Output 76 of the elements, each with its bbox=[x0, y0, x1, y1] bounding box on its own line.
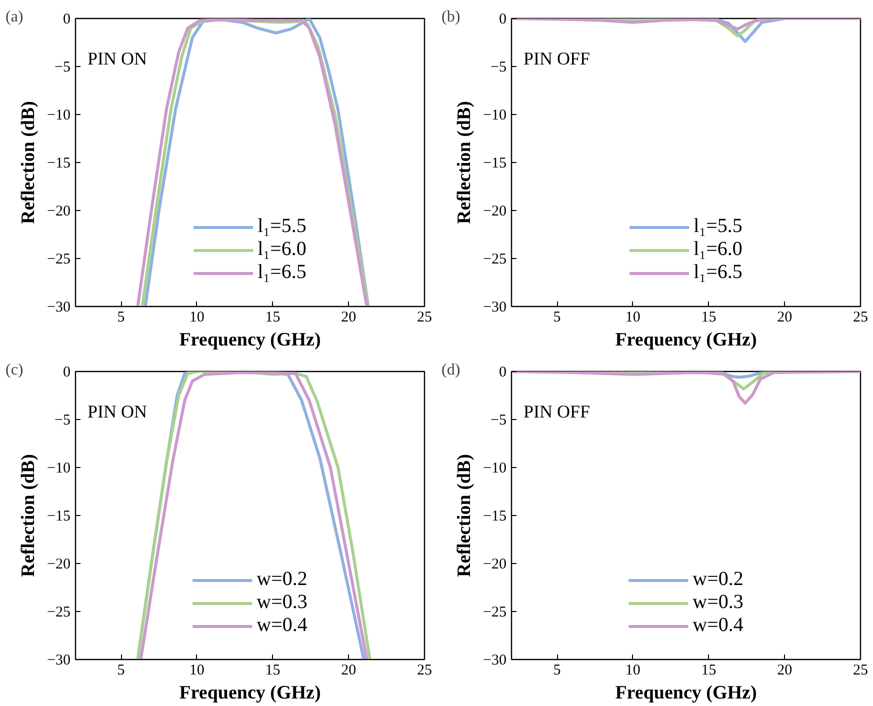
y-axis-title: Reflection (dB) bbox=[18, 101, 40, 224]
text: (b) bbox=[442, 8, 460, 26]
x-tick-label: 25 bbox=[417, 662, 432, 678]
y-tick-label: 0 bbox=[63, 364, 70, 380]
y-tick-label: −10 bbox=[47, 460, 71, 476]
y-tick-label: −5 bbox=[54, 412, 71, 428]
y-tick-label: −25 bbox=[47, 604, 71, 620]
y-tick-label: −30 bbox=[483, 300, 507, 316]
y-tick-label: 0 bbox=[499, 12, 506, 28]
x-tick-label: 15 bbox=[265, 662, 280, 678]
y-axis-title: Reflection (dB) bbox=[454, 454, 476, 577]
legend-label: w=0.4 bbox=[692, 614, 744, 637]
x-tick-label: 15 bbox=[265, 310, 280, 326]
y-tick-label: −15 bbox=[47, 156, 71, 172]
y-tick-label: −30 bbox=[483, 652, 507, 668]
x-tick-label: 10 bbox=[189, 310, 204, 326]
y-tick-label: −25 bbox=[483, 252, 507, 268]
annotation: PIN ON bbox=[88, 48, 148, 68]
y-tick-label: −25 bbox=[483, 604, 507, 620]
x-tick-label: 25 bbox=[853, 310, 868, 326]
y-tick-label: 0 bbox=[499, 364, 506, 380]
legend-label: w=0.2 bbox=[692, 568, 744, 591]
y-tick-label: −15 bbox=[47, 508, 71, 524]
y-axis-title: Reflection (dB) bbox=[454, 101, 476, 224]
x-axis-title: Frequency (GHz) bbox=[615, 682, 757, 704]
x-tick-label: 20 bbox=[341, 662, 356, 678]
legend-label: l₁=5.5 bbox=[258, 215, 306, 238]
y-tick-label: −20 bbox=[483, 204, 507, 220]
x-tick-label: 5 bbox=[117, 662, 125, 678]
y-tick-label: −5 bbox=[490, 412, 507, 428]
legend-label: w=0.2 bbox=[256, 568, 308, 591]
text: (c) bbox=[6, 362, 24, 378]
x-tick-label: 5 bbox=[553, 662, 561, 678]
y-tick-label: −20 bbox=[483, 556, 507, 572]
x-tick-label: 20 bbox=[777, 310, 792, 326]
x-tick-label: 15 bbox=[701, 310, 716, 326]
legend-label: l₁=5.5 bbox=[694, 215, 742, 238]
x-tick-label: 25 bbox=[417, 310, 432, 326]
y-tick-label: −20 bbox=[47, 556, 71, 572]
x-tick-label: 20 bbox=[777, 662, 792, 678]
y-tick-label: −15 bbox=[483, 508, 507, 524]
x-tick-label: 10 bbox=[625, 662, 640, 678]
legend-label: w=0.3 bbox=[256, 591, 308, 614]
legend-label: l₁=6.0 bbox=[694, 238, 742, 261]
x-tick-label: 25 bbox=[853, 662, 868, 678]
x-axis-title: Frequency (GHz) bbox=[615, 330, 757, 350]
x-tick-label: 5 bbox=[553, 310, 561, 326]
y-tick-label: 0 bbox=[63, 12, 70, 28]
y-tick-label: −30 bbox=[47, 652, 71, 668]
y-tick-label: −10 bbox=[483, 460, 507, 476]
legend-label: l₁=6.5 bbox=[694, 261, 742, 284]
text: (a) bbox=[6, 8, 24, 26]
y-axis-title: Reflection (dB) bbox=[18, 454, 40, 577]
x-tick-label: 10 bbox=[189, 662, 204, 678]
x-tick-label: 20 bbox=[341, 310, 356, 326]
legend-label: l₁=6.0 bbox=[258, 238, 306, 261]
y-tick-label: −10 bbox=[47, 108, 71, 124]
y-tick-label: −30 bbox=[47, 300, 71, 316]
y-tick-label: −5 bbox=[54, 60, 71, 76]
y-tick-label: −15 bbox=[483, 156, 507, 172]
text: (d) bbox=[442, 362, 460, 378]
x-axis-title: Frequency (GHz) bbox=[179, 682, 321, 704]
legend-label: l₁=6.5 bbox=[258, 261, 306, 284]
legend-label: w=0.3 bbox=[692, 591, 744, 614]
legend-label: w=0.4 bbox=[256, 614, 308, 637]
x-axis-title: Frequency (GHz) bbox=[179, 330, 321, 350]
annotation: PIN OFF bbox=[524, 402, 590, 422]
x-tick-label: 15 bbox=[701, 662, 716, 678]
annotation: PIN ON bbox=[88, 402, 148, 422]
x-tick-label: 5 bbox=[117, 310, 125, 326]
x-tick-label: 10 bbox=[625, 310, 640, 326]
annotation: PIN OFF bbox=[524, 48, 590, 68]
y-tick-label: −25 bbox=[47, 252, 71, 268]
y-tick-label: −20 bbox=[47, 204, 71, 220]
y-tick-label: −5 bbox=[490, 60, 507, 76]
y-tick-label: −10 bbox=[483, 108, 507, 124]
